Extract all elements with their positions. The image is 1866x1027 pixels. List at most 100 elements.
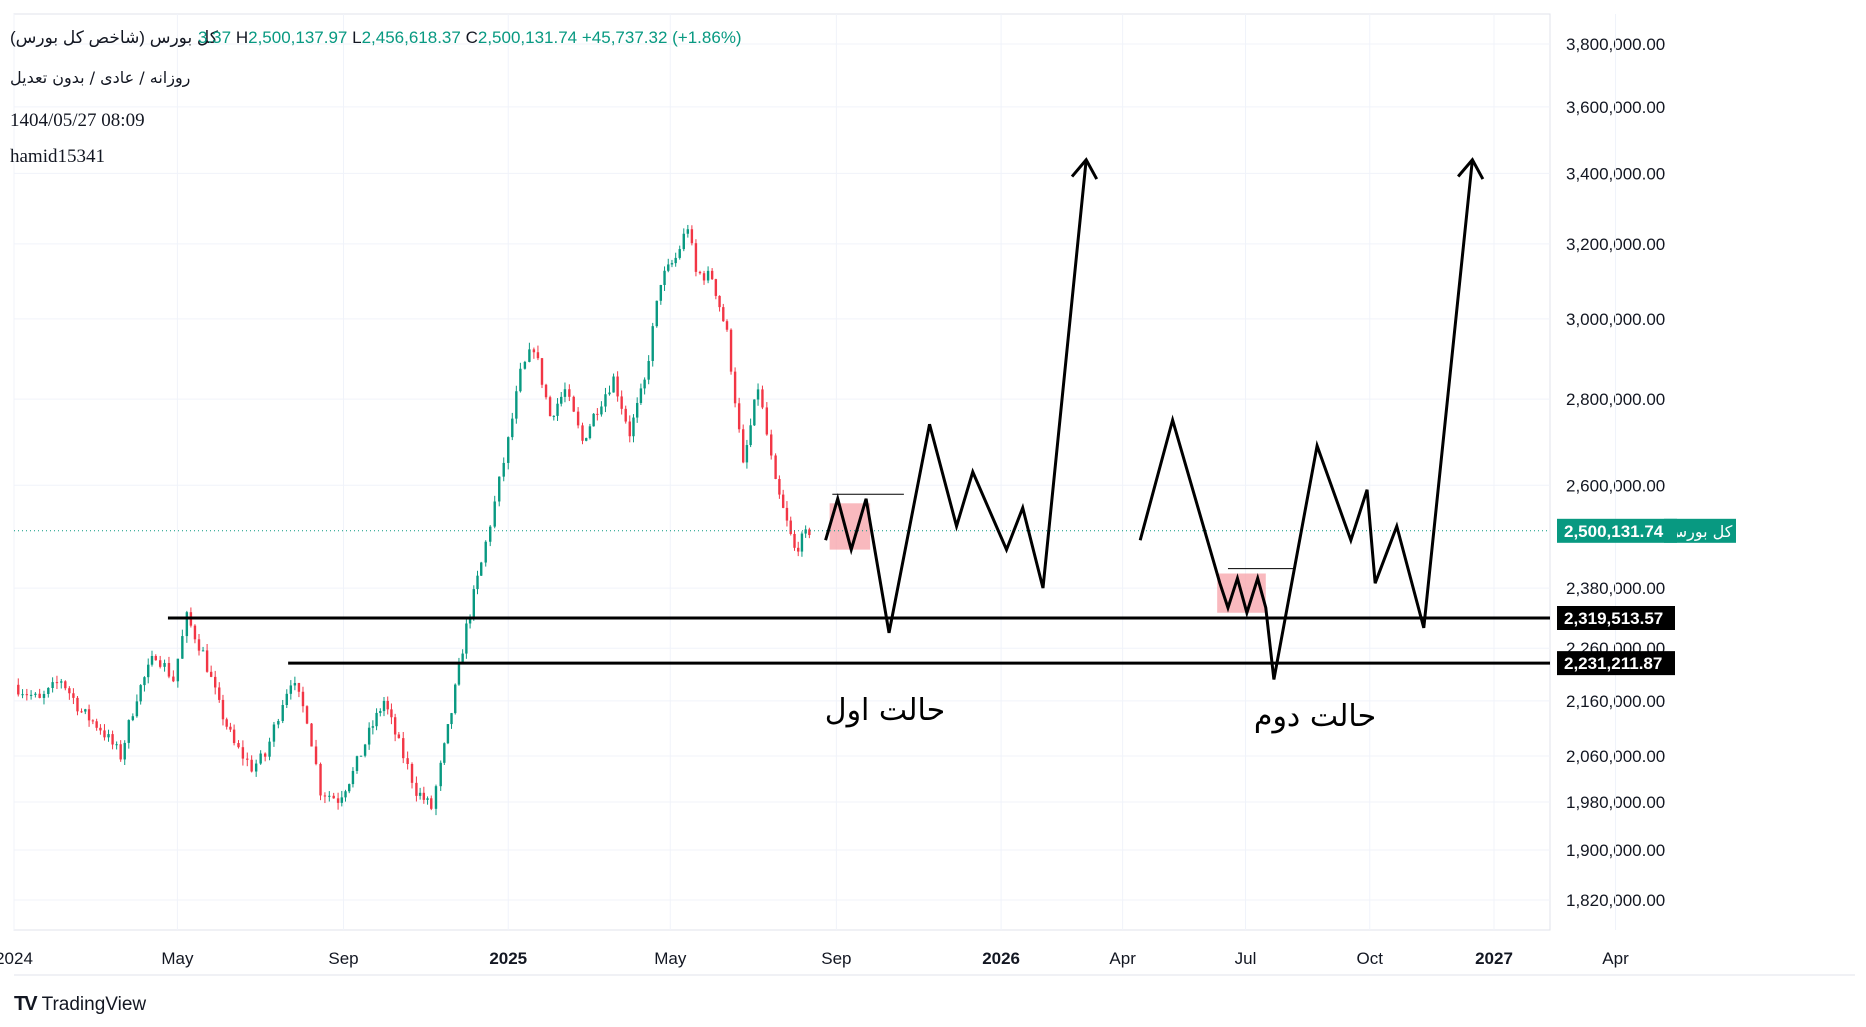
candle-body: [60, 681, 63, 683]
candle-body: [608, 392, 611, 395]
candle-body: [443, 743, 446, 763]
high-value: 2,500,137.97: [248, 28, 348, 47]
candle-body: [181, 636, 184, 659]
candle-body: [659, 284, 663, 301]
candle-body: [355, 756, 359, 771]
candle-body: [263, 753, 267, 757]
candle-body: [135, 701, 139, 717]
candle-body: [80, 711, 83, 713]
candle-body: [229, 726, 232, 730]
candle-body: [386, 700, 389, 710]
candle-body: [774, 455, 777, 479]
x-tick-label: Jul: [1235, 949, 1257, 968]
candle-body: [446, 724, 450, 744]
candle-body: [426, 798, 429, 800]
candle-body: [363, 744, 367, 756]
candle-body: [635, 402, 639, 418]
candle-body: [72, 693, 75, 698]
candle-body: [147, 664, 150, 678]
candle-body: [722, 307, 725, 322]
symbol-title[interactable]: کل بورس (شاخص کل بورس): [10, 28, 218, 47]
symbol-tag-label: کل بورس: [1668, 522, 1733, 542]
ohlc-readout: 3.37 H2,500,137.97 L2,456,618.37 C2,500,…: [198, 28, 742, 48]
candle-body: [87, 709, 91, 721]
candle-body: [756, 389, 760, 400]
candle-body: [115, 744, 118, 746]
candle-body: [176, 658, 180, 682]
x-tick-label: Oct: [1357, 949, 1384, 968]
candle-body: [502, 462, 505, 477]
candle-body: [581, 425, 584, 441]
candle-body: [450, 713, 453, 725]
candle-body: [632, 417, 635, 437]
candle-body: [232, 729, 236, 744]
open-value: 3.37: [198, 28, 232, 47]
scenario-label: حالت دوم: [1254, 699, 1376, 734]
candle-body: [663, 270, 666, 285]
candle-body: [439, 762, 442, 787]
candle-body: [305, 706, 309, 724]
candle-body: [158, 660, 162, 667]
candle-body: [225, 719, 228, 727]
candle-body: [47, 687, 50, 694]
candle-body: [674, 257, 677, 264]
candle-body: [214, 676, 217, 688]
candle-body: [544, 384, 548, 398]
candle-body: [793, 533, 796, 548]
candle-body: [34, 693, 37, 695]
x-tick-label: 2026: [982, 949, 1020, 968]
candle-body: [293, 683, 297, 686]
candle-body: [415, 782, 418, 796]
candle-body: [694, 243, 698, 272]
candle-body: [51, 682, 54, 688]
timestamp: 1404/05/27 08:09: [10, 110, 145, 131]
candle-body: [390, 709, 393, 718]
candle-body: [568, 389, 571, 397]
candle-body: [628, 421, 631, 437]
plot-frame: [13, 13, 1551, 931]
candle-body: [281, 705, 284, 722]
candle-body: [201, 650, 205, 652]
candle-body: [476, 575, 479, 590]
support-price-value: 2,231,211.87: [1564, 654, 1662, 673]
candle-body: [729, 329, 733, 372]
candle-body: [620, 396, 623, 409]
candle-body: [221, 699, 225, 720]
candle-body: [268, 741, 271, 757]
candle-body: [55, 682, 59, 684]
candle-body: [749, 425, 752, 446]
candle-body: [797, 547, 800, 552]
candle-body: [402, 738, 405, 759]
candle-body: [418, 792, 422, 796]
high-label: H: [235, 28, 249, 47]
support-price-tag: [1557, 606, 1675, 631]
candle-body: [745, 445, 749, 463]
candle-body: [698, 271, 702, 274]
candle-body: [624, 408, 627, 422]
candle-body: [21, 694, 24, 696]
candle-body: [765, 407, 769, 435]
candle-body: [68, 688, 71, 694]
candle-body: [468, 616, 472, 624]
candle-body: [585, 438, 588, 441]
candle-body: [678, 249, 681, 258]
candle-body: [246, 758, 249, 760]
candle-body: [725, 321, 729, 330]
candle-body: [131, 716, 135, 721]
candle-body: [612, 376, 615, 393]
tradingview-brand[interactable]: TV TradingView: [14, 993, 146, 1016]
candle-body: [556, 403, 559, 416]
candle-body: [515, 391, 518, 419]
candle-body: [38, 693, 41, 698]
candle-body: [150, 656, 154, 665]
candle-body: [351, 770, 355, 785]
candle-body: [560, 396, 563, 404]
candle-body: [808, 529, 811, 536]
candle-body: [686, 229, 690, 234]
candle-body: [314, 746, 318, 764]
candle-body: [540, 358, 544, 385]
low-value: 2,456,618.37: [361, 28, 461, 47]
candle-body: [406, 758, 409, 764]
candle-body: [523, 361, 527, 369]
